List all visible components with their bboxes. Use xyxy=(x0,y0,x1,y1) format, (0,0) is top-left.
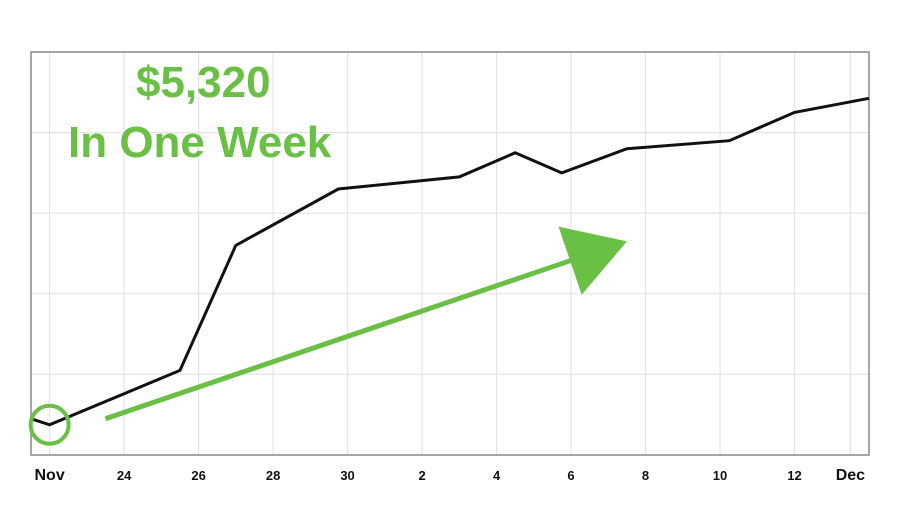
highlight-circle xyxy=(28,403,71,446)
x-tick-label-2: 26 xyxy=(191,468,205,483)
x-tick-label-5: 2 xyxy=(418,468,425,483)
x-tick-labels: Nov 24 26 28 30 2 4 6 8 10 12 Dec xyxy=(35,467,866,484)
headline-amount: $5,320 xyxy=(136,58,271,107)
x-tick-label-4: 30 xyxy=(340,468,354,483)
x-tick-label-10: 12 xyxy=(787,468,801,483)
x-tick-label-6: 4 xyxy=(493,468,501,483)
plot-frame xyxy=(30,51,870,456)
x-tick-label-3: 28 xyxy=(266,468,280,483)
x-tick-label-11: Dec xyxy=(836,467,865,484)
gridlines xyxy=(30,52,870,455)
x-tick-label-0: Nov xyxy=(35,467,65,484)
trend-arrow-shaft xyxy=(104,257,575,422)
x-tick-label-7: 6 xyxy=(567,468,574,483)
annotations xyxy=(28,226,627,446)
headline-caption: In One Week xyxy=(68,118,332,167)
x-tick-label-1: 24 xyxy=(117,468,132,483)
x-tick-label-9: 10 xyxy=(713,468,727,483)
x-tick-label-8: 8 xyxy=(642,468,649,483)
series-line-0 xyxy=(30,96,870,427)
trend-arrow-head xyxy=(558,226,627,295)
